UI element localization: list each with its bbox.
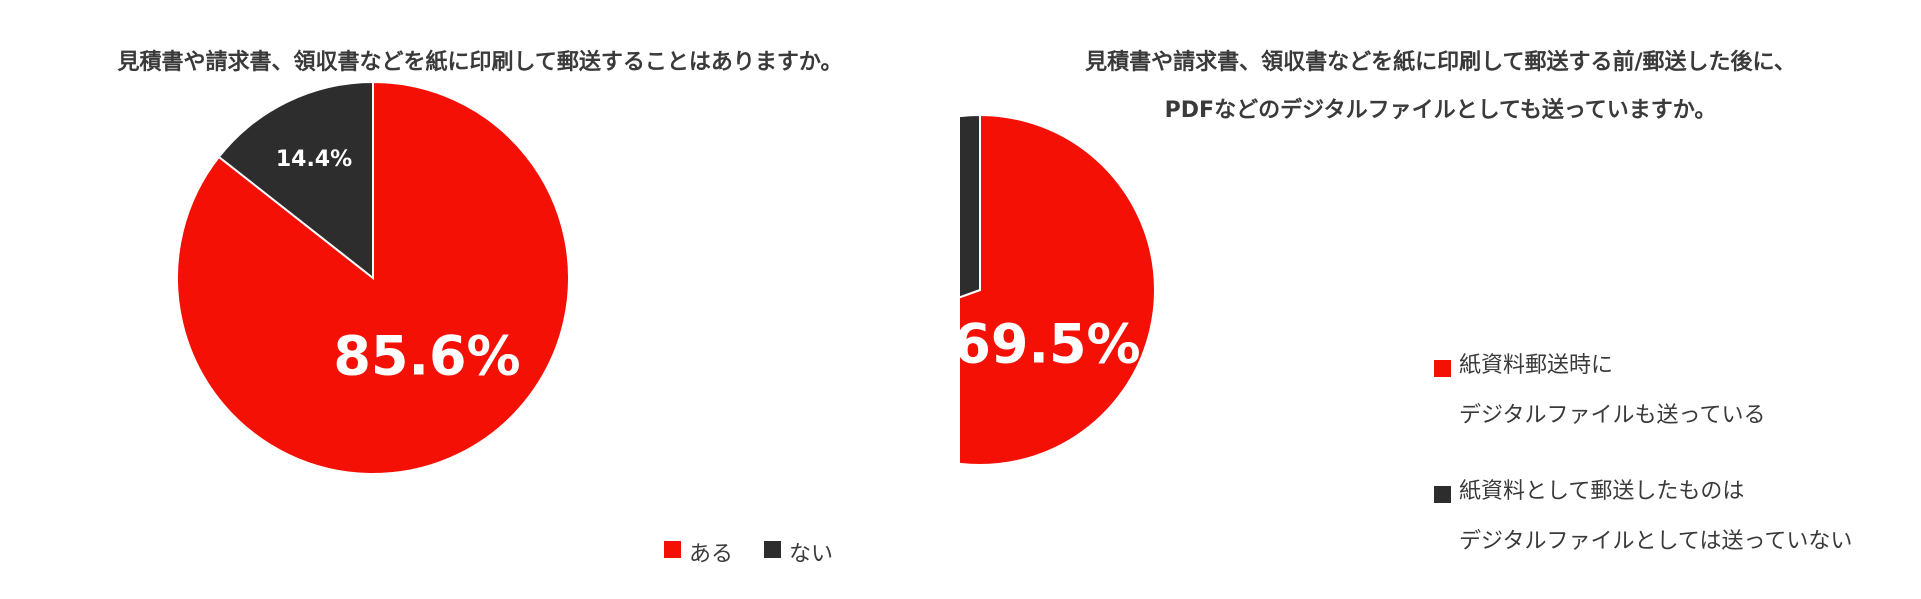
chart2-legend-label-0-line-2: デジタルファイルも送っている <box>1459 403 1766 428</box>
chart2-legend-swatch-1 <box>1434 486 1451 503</box>
chart1-legend-label-0: ある <box>689 542 734 567</box>
chart2-legend-item-0: 紙資料郵送時に デジタルファイルも送っている <box>1434 353 1766 441</box>
chart1-data-label-0: 85.6% <box>333 325 520 388</box>
chart-paper-mailing: 見積書や請求書、領収書などを紙に印刷して郵送することはありますか。 85.6% 1… <box>0 0 960 599</box>
chart2-pie: 69.5%30.5% <box>960 113 1156 466</box>
chart2-legend-label-1-line-2: デジタルファイルとしては送っていない <box>1459 529 1853 554</box>
chart2-title-line-2: PDFなどのデジタルファイルとしても送っていますか。 <box>1164 98 1717 123</box>
chart1-title: 見積書や請求書、領収書などを紙に印刷して郵送することはありますか。 <box>117 50 843 75</box>
chart2-legend-item-1: 紙資料として郵送したものは デジタルファイルとしては送っていない <box>1434 479 1853 567</box>
chart2-slice-1 <box>960 113 981 299</box>
chart1-legend-item-0: ある <box>664 536 733 568</box>
chart1-data-label-1: 14.4% <box>276 147 352 172</box>
chart2-slice-0 <box>960 113 1156 466</box>
chart1-slice-1 <box>217 80 374 281</box>
chart1-legend-swatch-1 <box>764 541 781 558</box>
chart2-title-line-1: 見積書や請求書、領収書などを紙に印刷して郵送する前/郵送した後に、 <box>1085 50 1796 75</box>
chart2-legend-label-1-line-1: 紙資料として郵送したものは <box>1459 479 1745 504</box>
chart1-legend-swatch-0 <box>664 541 681 558</box>
chart2-legend-label-0-line-1: 紙資料郵送時に <box>1459 353 1614 378</box>
chart1-legend-item-1: ない <box>764 536 833 568</box>
chart1-pie: 85.6% 14.4% <box>176 80 570 475</box>
chart2-data-label-0: 69.5% <box>960 313 1141 376</box>
chart2-legend-swatch-0 <box>1434 360 1451 377</box>
chart-digital-sending: 見積書や請求書、領収書などを紙に印刷して郵送する前/郵送した後に、 PDFなどの… <box>960 0 1921 599</box>
chart1-legend-label-1: ない <box>789 542 834 567</box>
